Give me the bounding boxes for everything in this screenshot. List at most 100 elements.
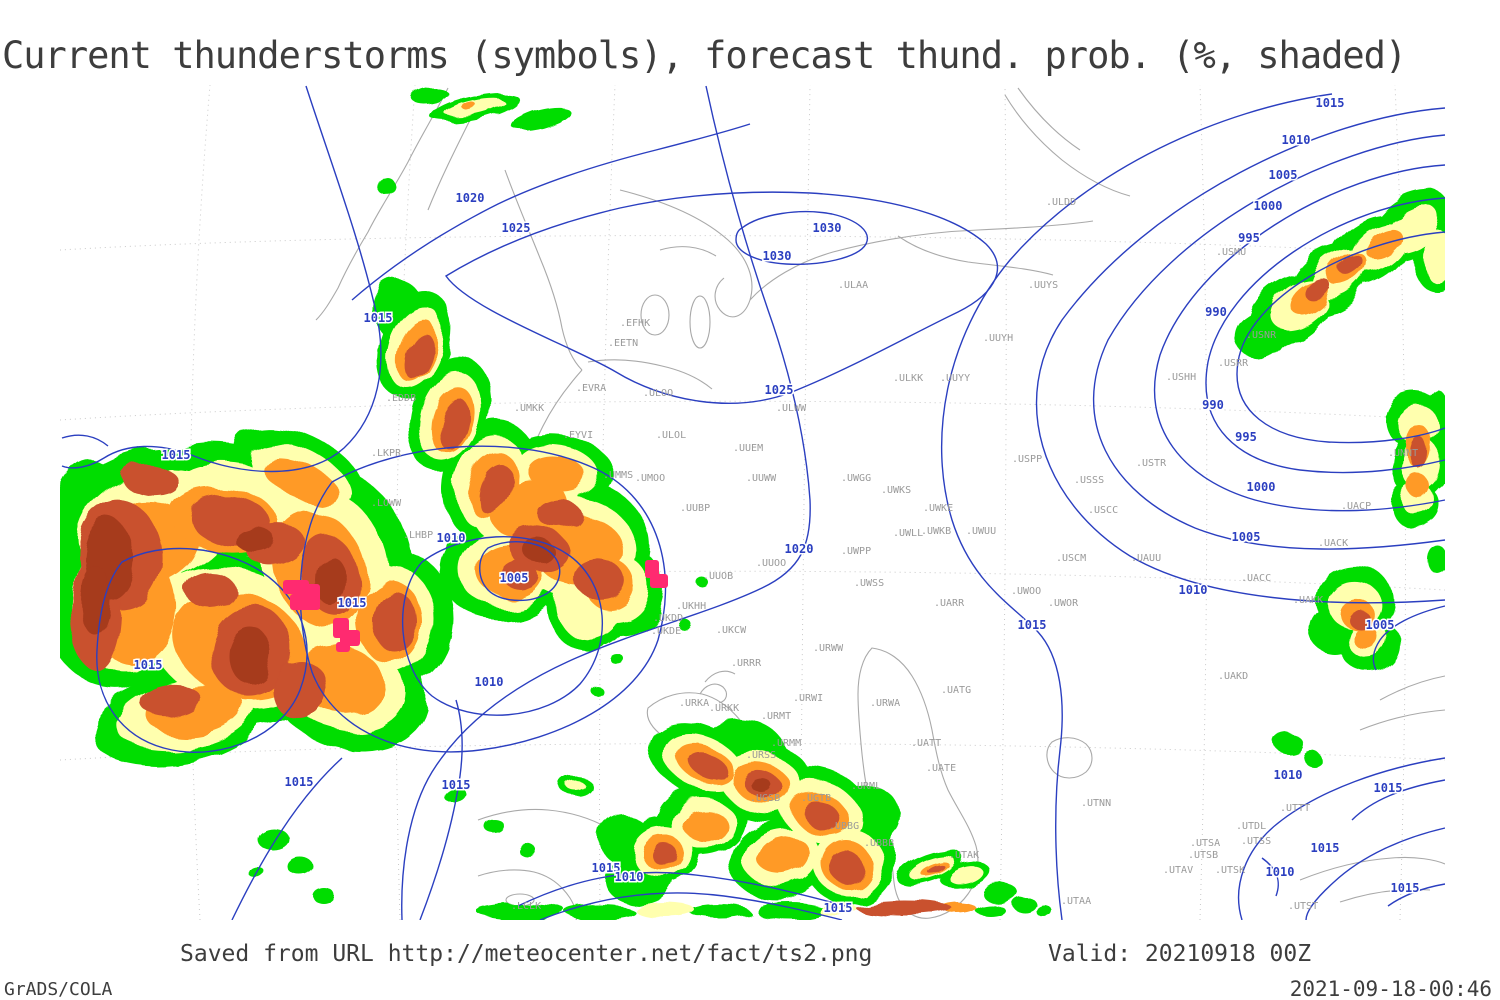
station-label: .URMT — [761, 711, 791, 722]
source-url-text: Saved from URL http://meteocenter.net/fa… — [180, 941, 873, 967]
isobars-shape — [1261, 857, 1280, 897]
isobar-label: 1015 — [592, 861, 621, 875]
station-label: .UWKS — [881, 485, 911, 496]
isobars-shape — [1205, 197, 1445, 474]
station-label: .UATE — [926, 763, 956, 774]
isobar-label: 990 — [1205, 305, 1227, 319]
station-label: .LHBP — [403, 530, 433, 541]
isobars-shape — [517, 871, 847, 907]
station-label: .UTSA — [1190, 838, 1220, 849]
station-label: .UUYY — [940, 373, 970, 384]
isobar-label: 1015 — [1311, 841, 1340, 855]
coastlines-shape — [857, 647, 979, 919]
isobars-shape — [351, 123, 751, 301]
shade-blob — [949, 866, 983, 884]
shade-blob — [373, 592, 417, 652]
station-label: .UAKK — [1293, 595, 1323, 606]
station-label: .UUWW — [746, 473, 777, 484]
isobar-label: 1015 — [364, 311, 393, 325]
shade-blob — [975, 904, 1005, 916]
shade-blob — [463, 102, 477, 112]
shade-blob — [635, 903, 695, 917]
thunderstorm-symbol — [650, 574, 668, 588]
shade-blob — [1037, 906, 1053, 918]
station-label: .UWGG — [841, 473, 871, 484]
station-label: .UKDE — [651, 626, 681, 637]
shade-blob — [753, 780, 773, 794]
isobars-shape — [1305, 827, 1445, 920]
isobar-label: 1020 — [785, 542, 814, 556]
station-label: .ULWW — [776, 403, 807, 414]
station-label: .UUYS — [1028, 280, 1058, 291]
shade-blob — [1428, 546, 1445, 574]
shade-blob — [647, 596, 663, 608]
station-label: .URSS — [746, 750, 776, 761]
shade-blob — [927, 864, 945, 874]
station-label: .EFHK — [620, 318, 650, 329]
shade-blob — [1349, 611, 1371, 629]
shade-blob — [538, 501, 582, 529]
shade-blob — [682, 808, 726, 840]
station-label: .LKPR — [371, 448, 402, 459]
shade-blob — [315, 555, 345, 605]
station-label: .URKK — [709, 703, 739, 714]
shade-blob — [1013, 897, 1037, 913]
isobars — [61, 85, 1445, 920]
isobars-shape — [940, 93, 1333, 920]
station-label: .LCLK — [511, 901, 541, 912]
isobar-label: 1015 — [442, 778, 471, 792]
station-label: .UGTB — [801, 793, 831, 804]
shade-blob — [443, 787, 467, 803]
isobar-label: 1020 — [456, 191, 485, 205]
coastlines-shape — [1379, 675, 1445, 701]
shade-blob — [412, 87, 448, 105]
station-label: .USMU — [1216, 247, 1246, 258]
shade-blob — [476, 462, 512, 514]
station-label: .ULOL — [656, 430, 686, 441]
generator-text: GrADS/COLA — [4, 979, 113, 1000]
probability-shading — [60, 87, 1445, 919]
isobars-shape — [1236, 231, 1445, 444]
shade-blob — [802, 801, 842, 831]
shade-blob — [1235, 312, 1285, 358]
graticule-grid-shape — [999, 85, 1007, 920]
shade-blob — [482, 817, 502, 831]
station-label: .UTNN — [1081, 798, 1111, 809]
isobars-shape — [539, 892, 843, 920]
station-label: .URWW — [813, 643, 844, 654]
station-label: .UTST — [1288, 901, 1318, 912]
coastlines-shape — [659, 246, 717, 257]
station-label: .URWA — [870, 698, 900, 709]
shade-blob — [80, 565, 110, 635]
station-label: .UMKK — [514, 403, 544, 414]
isobar-label: 1015 — [1018, 618, 1047, 632]
shade-blob — [528, 456, 588, 494]
coastlines-shape — [504, 169, 583, 371]
shade-blob — [690, 905, 750, 919]
map-labels: .ULDD .USMU .ULAA .UUYS .UUYH .USNR .USRR .USHH… — [132, 95, 1421, 917]
isobars-shape — [96, 547, 308, 753]
station-label: .UTSB — [1188, 850, 1218, 861]
station-label: .UTAA — [1061, 896, 1091, 907]
coastlines-shape — [587, 359, 713, 390]
isobars-shape — [419, 699, 463, 920]
station-label: .UWOO — [1011, 586, 1041, 597]
station-label: .UMOO — [635, 473, 665, 484]
isobars-shape — [61, 434, 109, 447]
station-label: .UNNT — [1388, 448, 1418, 459]
isobar-label: 1005 — [1232, 530, 1261, 544]
isobars-shape — [735, 211, 869, 266]
shade-blob — [613, 657, 627, 667]
station-label: .UGSB — [750, 793, 780, 804]
isobar-label: 1010 — [1266, 865, 1295, 879]
station-label: .ULOO — [643, 388, 673, 399]
station-label: .ULKK — [893, 373, 923, 384]
station-label: .USTR — [1136, 458, 1167, 469]
station-label: .UBBB — [864, 838, 894, 849]
station-label: .UWSS — [854, 578, 884, 589]
isobar-label: 1005 — [1269, 168, 1298, 182]
station-label: .EYVI — [563, 430, 593, 441]
isobars-shape — [1035, 107, 1445, 604]
thunderstorm-symbol — [336, 642, 350, 652]
